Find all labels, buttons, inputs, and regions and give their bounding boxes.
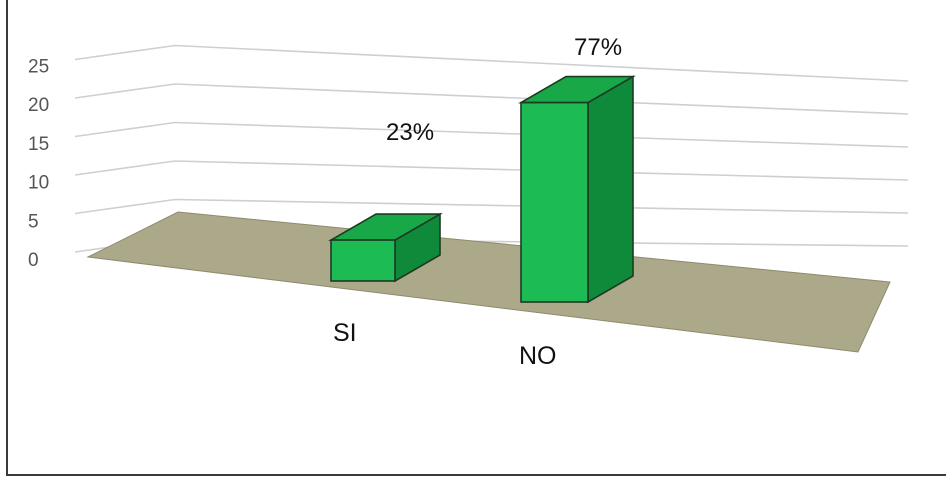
y-tick-label: 25 (28, 57, 49, 78)
y-tick-label: 15 (28, 134, 49, 155)
gridline (74, 198, 909, 215)
y-axis-ticks: 0 5 10 15 20 25 (28, 57, 49, 272)
y-tick-label: 5 (28, 211, 39, 232)
gridline (74, 121, 909, 148)
gridline (74, 83, 909, 115)
x-axis-categories: SI NO (333, 319, 557, 370)
bar-side-face (587, 75, 634, 304)
y-tick-label: 10 (28, 173, 49, 194)
bar-no (518, 75, 636, 304)
gridline (74, 160, 909, 181)
data-label-si: 23% (386, 119, 434, 146)
data-labels: 23% 77% (386, 34, 622, 146)
category-label-si: SI (333, 319, 357, 347)
bars (328, 75, 636, 304)
category-label-no: NO (519, 342, 557, 370)
y-tick-label: 20 (28, 95, 49, 116)
y-tick-label: 0 (28, 250, 39, 271)
bar-front-face (330, 239, 396, 282)
gridline (74, 44, 909, 82)
floor-plane (86, 211, 891, 353)
bar-si (328, 212, 443, 283)
data-label-no: 77% (574, 34, 622, 61)
chart-floor (86, 211, 891, 353)
bar-front-face (520, 101, 589, 303)
